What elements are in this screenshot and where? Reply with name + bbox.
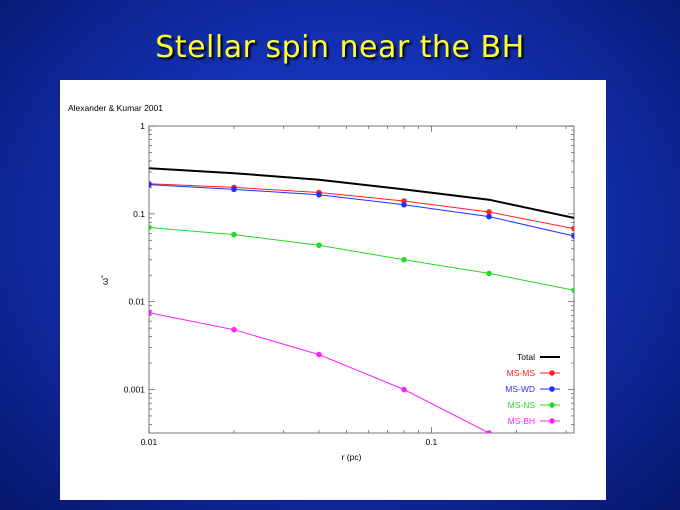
- legend-label-ms-bh: MS-BH: [508, 416, 535, 426]
- data-point-ms-wd: [316, 191, 322, 198]
- figure-panel: Alexander & Kumar 2001 1 0.1 0.01 0.001 0.01 0…: [60, 80, 606, 500]
- data-point-ms-wd: [231, 186, 237, 193]
- x-axis-label: r (pc): [342, 452, 362, 462]
- legend-label-total: Total: [517, 352, 535, 362]
- data-point-ms-ns: [486, 270, 492, 277]
- data-point-ms-bh: [486, 430, 492, 433]
- data-point-ms-ns: [149, 224, 152, 231]
- series-line-total: [149, 167, 574, 219]
- legend-marker-ms-bh: [549, 418, 555, 424]
- slide-title: Stellar spin near the BH: [155, 30, 525, 65]
- data-point-ms-ns: [401, 256, 407, 263]
- series-line-ms-ns: [149, 227, 574, 291]
- data-point-ms-wd: [571, 233, 574, 239]
- legend-label-ms-wd: MS-WD: [505, 384, 535, 394]
- data-point-ms-wd: [149, 181, 152, 188]
- chart: Alexander & Kumar 2001 1 0.1 0.01 0.001 0.01 0…: [68, 103, 575, 462]
- data-point-ms-ns: [231, 231, 237, 238]
- legend-label-ms-ms: MS-MS: [507, 368, 536, 378]
- data-point-ms-wd: [486, 213, 492, 220]
- series-line-ms-ms: [149, 183, 574, 230]
- legend-marker-ms-wd: [549, 386, 555, 392]
- x-tick-label: 0.01: [141, 437, 158, 447]
- series-ms-ns: [149, 224, 574, 294]
- data-point-ms-bh: [401, 386, 407, 393]
- series-line-ms-wd: [149, 184, 574, 237]
- series-ms-bh: [149, 309, 492, 433]
- legend-label-ms-ns: MS-NS: [508, 400, 536, 410]
- y-tick-label: 1: [140, 121, 145, 131]
- y-tick-label: 0.1: [133, 209, 145, 219]
- data-point-ms-bh: [316, 351, 322, 358]
- y-tick-label: 0.001: [124, 385, 146, 395]
- data-point-ms-ms: [571, 225, 574, 232]
- data-point-ms-ms: [486, 209, 492, 215]
- series-line-ms-bh: [149, 312, 490, 433]
- series-ms-wd: [149, 181, 574, 239]
- y-axis-label: ω̃: [100, 274, 110, 285]
- legend-marker-ms-ms: [549, 370, 555, 376]
- data-point-ms-ns: [571, 287, 574, 294]
- y-tick-label: 0.01: [128, 297, 145, 307]
- data-point-ms-ns: [316, 242, 322, 248]
- data-point-ms-bh: [231, 326, 237, 333]
- plot-frame: [148, 125, 575, 434]
- data-point-ms-wd: [401, 201, 407, 208]
- series-total: [149, 167, 574, 219]
- data-point-ms-bh: [149, 309, 152, 316]
- x-tick-label: 0.1: [425, 437, 437, 447]
- chart-annotation: Alexander & Kumar 2001: [68, 103, 163, 113]
- legend-marker-ms-ns: [549, 402, 555, 408]
